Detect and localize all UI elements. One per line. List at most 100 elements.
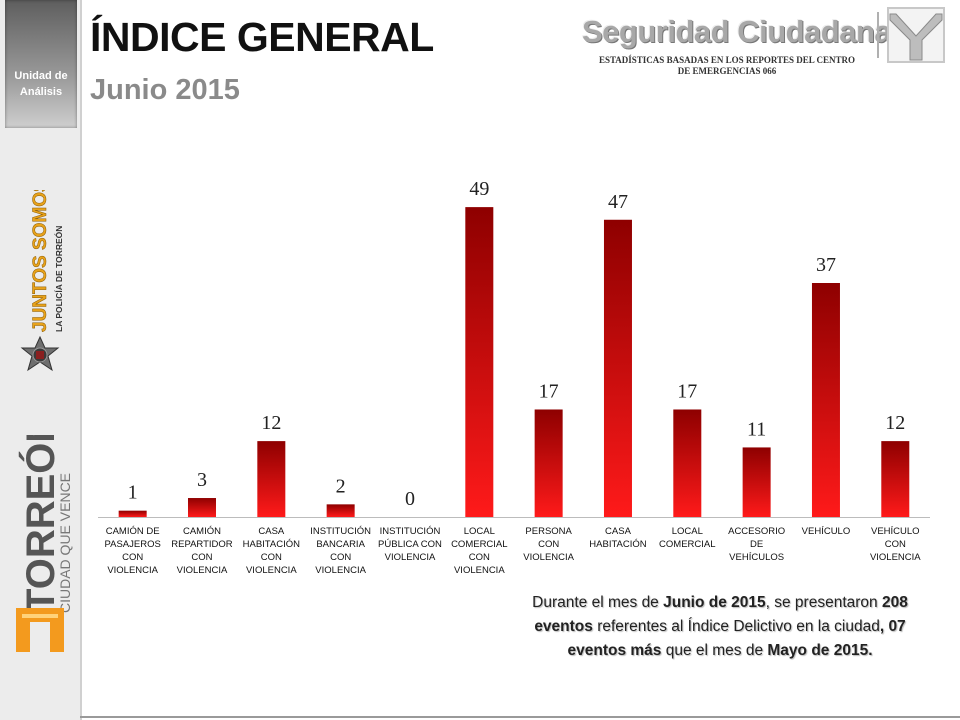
summary-part-3: referentes al Índice Delictivo en la ciu… xyxy=(592,618,880,635)
category-label-4: INSTITUCIÓN PÚBLICA CON VIOLENCIA xyxy=(374,525,446,564)
brand-divider xyxy=(877,12,879,58)
bar-value-label-2: 12 xyxy=(261,412,281,434)
bar-value-label-5: 49 xyxy=(469,178,489,200)
bar-value-label-9: 11 xyxy=(747,418,766,440)
bar-value-label-1: 3 xyxy=(197,469,207,491)
bar-7 xyxy=(603,219,632,517)
category-label-line: VIOLENCIA xyxy=(107,565,158,576)
summary-total-events: 208 eventos xyxy=(534,594,908,635)
category-label-line: COMERCIAL xyxy=(659,539,716,550)
category-label-2: CASA HABITACIÓN CON VIOLENCIA xyxy=(235,525,307,577)
bar-value-label-10: 37 xyxy=(816,254,836,276)
bar-3 xyxy=(326,504,355,517)
category-label-line: INSTITUCIÓN xyxy=(310,526,371,537)
category-label-line: CASA xyxy=(258,526,285,537)
category-label-line: VEHÍCULO xyxy=(801,526,851,537)
bar-9 xyxy=(742,447,771,517)
category-label-line: VEHÍCULO xyxy=(870,526,920,537)
torreon-logo-line2: CIUDAD QUE VENCE xyxy=(57,473,73,613)
category-label-line: CON xyxy=(122,552,144,563)
category-label-line: CAMIÓN xyxy=(182,526,221,537)
category-label-line: ACCESORIO xyxy=(728,526,786,537)
category-label-5: LOCAL COMERCIAL CON VIOLENCIA xyxy=(443,525,515,577)
category-label-line: HABITACIÓN xyxy=(242,539,300,550)
bar-value-label-3: 2 xyxy=(336,475,346,497)
category-label-11: VEHÍCULO CON VIOLENCIA xyxy=(859,525,931,564)
category-label-line: VIOLENCIA xyxy=(176,565,228,576)
page-title: ÍNDICE GENERAL xyxy=(90,14,434,60)
summary-month: Junio de 2015 xyxy=(663,594,766,611)
category-label-line: CON xyxy=(884,539,906,550)
category-label-line: COMERCIAL xyxy=(451,539,508,550)
left-sidebar: Unidad de Análisis JUNTOS SOMOS LA POLIC… xyxy=(0,0,82,720)
category-label-line: CON xyxy=(538,539,560,550)
seguridad-ciudadana-logo: Seguridad Ciudadana xyxy=(582,14,892,49)
page-subtitle: Junio 2015 xyxy=(90,74,240,106)
category-label-line: VIOLENCIA xyxy=(245,565,297,576)
juntos-logo-line1: JUNTOS SOMOS xyxy=(30,190,51,332)
category-label-line: CASA xyxy=(605,526,631,537)
category-label-line: PÚBLICA CON xyxy=(378,539,442,550)
bar-2 xyxy=(257,441,286,517)
torreon-logo-line1: TORREÓN xyxy=(17,435,63,613)
category-label-line: LOCAL xyxy=(463,526,495,537)
bar-value-label-11: 12 xyxy=(885,412,905,434)
category-label-line: LOCAL xyxy=(671,526,703,537)
bar-10 xyxy=(811,283,840,517)
category-label-line: VIOLENCIA xyxy=(315,565,366,576)
category-label-1: CAMIÓN REPARTIDOR CON VIOLENCIA xyxy=(166,525,238,577)
bar-value-label-7: 47 xyxy=(608,191,628,213)
summary-difference: , 07 eventos más xyxy=(567,618,906,659)
category-label-3: INSTITUCIÓN BANCARIA CON VIOLENCIA xyxy=(305,525,377,577)
bar-value-label-4: 0 xyxy=(405,488,415,510)
bar-value-label-8: 17 xyxy=(677,380,697,402)
category-label-line: CON xyxy=(468,552,490,563)
category-label-line: INSTITUCIÓN xyxy=(379,526,441,537)
seguridad-y-logo-icon xyxy=(887,7,945,63)
bar-11 xyxy=(881,441,910,517)
unit-label: Unidad de Análisis xyxy=(5,68,77,100)
police-badge-icon xyxy=(20,336,60,372)
category-label-line: CAMIÓN DE xyxy=(105,526,160,537)
category-label-9: ACCESORIO DE VEHÍCULOS xyxy=(721,525,793,564)
bar-0 xyxy=(118,510,147,517)
bar-1 xyxy=(187,498,216,517)
bar-5 xyxy=(465,207,494,518)
summary-text: Durante el mes de Junio de 2015, se pres… xyxy=(510,591,930,663)
category-label-line: VIOLENCIA xyxy=(523,552,574,563)
category-label-0: CAMIÓN DE PASAJEROS CON VIOLENCIA xyxy=(97,525,169,577)
unit-label-line1: Unidad de xyxy=(14,70,68,82)
category-label-line: DE xyxy=(750,539,764,550)
category-label-line: CON xyxy=(330,552,352,563)
category-label-line: CON xyxy=(260,552,282,563)
incidents-bar-chart: 1 3 12 2 0 49 17 47 17 11 37 12 xyxy=(98,178,930,518)
category-label-line: PERSONA xyxy=(525,526,572,537)
category-label-line: VIOLENCIA xyxy=(384,552,436,563)
category-label-line: PASAJEROS xyxy=(104,539,161,550)
unit-label-line2: Análisis xyxy=(19,86,63,98)
bar-value-label-0: 1 xyxy=(128,482,138,504)
summary-part-1: Durante el mes de xyxy=(532,594,664,611)
torreon-t-icon xyxy=(16,608,64,652)
torreon-city-logo: TORREÓN CIUDAD QUE VENCE xyxy=(17,435,73,613)
category-label-8: LOCAL COMERCIAL xyxy=(651,525,723,551)
bar-value-label-6: 17 xyxy=(539,380,559,402)
juntos-somos-logo: JUNTOS SOMOS LA POLICÍA DE TORREÓN xyxy=(30,190,64,332)
category-label-line: VIOLENCIA xyxy=(869,552,921,563)
juntos-logo-line2: LA POLICÍA DE TORREÓN xyxy=(53,226,64,332)
bar-6 xyxy=(534,409,563,517)
category-label-line: CON xyxy=(191,552,213,563)
category-label-10: VEHÍCULO xyxy=(790,525,862,538)
summary-part-4: que el mes de xyxy=(661,642,768,659)
stats-caption: ESTADÍSTICAS BASADAS EN LOS REPORTES DEL… xyxy=(598,55,856,76)
footer-divider xyxy=(80,716,960,718)
summary-part-2: , se presentaron xyxy=(765,594,882,611)
category-label-6: PERSONA CON VIOLENCIA xyxy=(513,525,585,564)
category-label-line: REPARTIDOR xyxy=(171,539,233,550)
summary-previous-month: Mayo de 2015. xyxy=(767,642,873,659)
category-label-line: HABITACIÓN xyxy=(589,539,647,550)
bar-8 xyxy=(673,409,702,517)
category-label-line: BANCARIA xyxy=(316,539,365,550)
category-label-7: CASA HABITACIÓN xyxy=(582,525,654,551)
analysis-unit-tab: Unidad de Análisis xyxy=(5,0,77,128)
